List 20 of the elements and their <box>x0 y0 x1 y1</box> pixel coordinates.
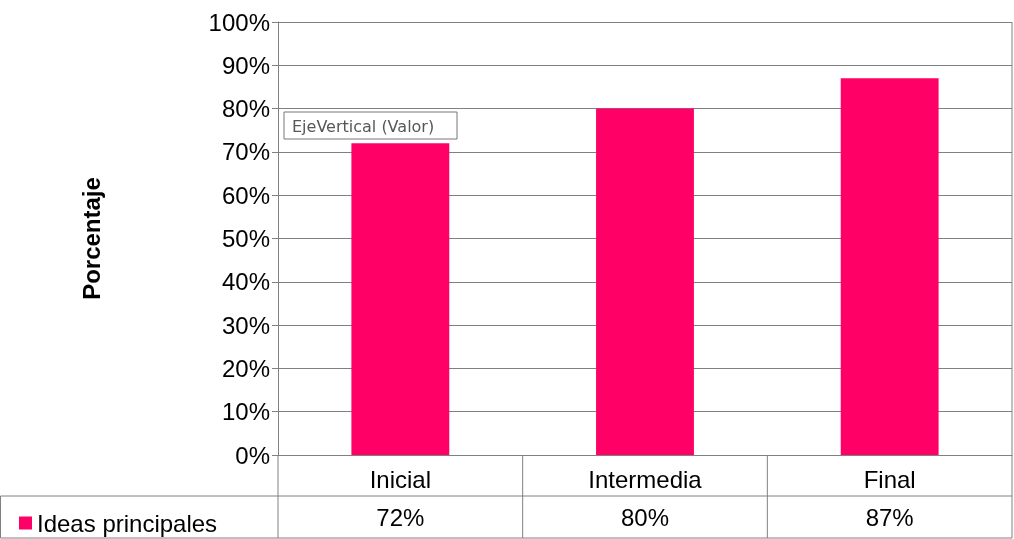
y-tick-label: 80% <box>221 95 270 123</box>
y-tick-label: 100% <box>208 8 270 36</box>
x-tick-label: Inicial <box>369 465 432 493</box>
legend-label: Ideas principales <box>37 509 218 537</box>
annotation: EjeVertical (Valor) <box>292 116 435 136</box>
data-label: 87% <box>865 503 914 531</box>
y-tick-label: 20% <box>221 354 270 382</box>
x-tick-label: Intermedia <box>588 465 703 493</box>
y-tick-label: 0% <box>235 441 270 469</box>
y-axis-title: Porcentaje <box>77 177 105 300</box>
y-tick-label: 10% <box>221 398 270 426</box>
y-tick-label: 90% <box>221 51 270 79</box>
y-tick-label: 70% <box>221 138 270 166</box>
x-tick-label: Final <box>863 465 916 493</box>
data-label: 72% <box>376 503 425 531</box>
y-tick-label: 30% <box>221 311 270 339</box>
y-tick-label: 60% <box>221 181 270 209</box>
y-tick-label: 50% <box>221 225 270 252</box>
y-tick-label: 40% <box>221 268 270 296</box>
data-label: 80% <box>620 503 670 531</box>
